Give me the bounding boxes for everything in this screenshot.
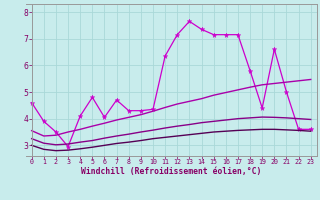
X-axis label: Windchill (Refroidissement éolien,°C): Windchill (Refroidissement éolien,°C) xyxy=(81,167,261,176)
